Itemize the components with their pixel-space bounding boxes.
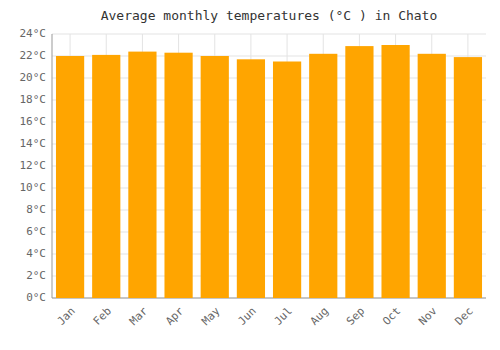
chart-container: 0°C 2°C 4°C 6°C 8°C 10°C 12°C 14°C 16°C 18°C 20°C 2… [0, 0, 500, 350]
bar [164, 53, 192, 298]
y-grid-line [52, 34, 486, 35]
bar [56, 56, 84, 298]
x-tick-label: Dec [452, 305, 475, 328]
bar [345, 46, 373, 298]
x-tick-label: Jun [235, 305, 258, 328]
y-tick-label: 12°C [20, 159, 47, 172]
y-tick-label: 6°C [26, 225, 46, 238]
y-tick-label: 16°C [20, 115, 47, 128]
bar [201, 56, 229, 298]
bar [273, 62, 301, 299]
y-tick-label: 22°C [20, 49, 47, 62]
bars [56, 45, 482, 298]
x-tick-label: Feb [91, 305, 114, 328]
bar [128, 52, 156, 298]
x-tick-label: Nov [416, 304, 440, 328]
y-tick-label: 8°C [26, 203, 46, 216]
y-axis-line [52, 34, 53, 298]
y-tick-label: 4°C [26, 247, 46, 260]
x-tick-label: Sep [344, 305, 367, 328]
y-tick-label: 2°C [26, 269, 46, 282]
x-tick-label: Oct [380, 305, 403, 328]
grid [52, 34, 486, 298]
x-tick-label: Aug [308, 305, 331, 328]
y-tick-label: 10°C [20, 181, 47, 194]
axes: 0°C 2°C 4°C 6°C 8°C 10°C 12°C 14°C 16°C 18°C 20°C 2… [20, 27, 487, 328]
bar [309, 54, 337, 298]
bar [381, 45, 409, 298]
bar [454, 57, 482, 298]
y-tick-label: 14°C [20, 137, 47, 150]
bar [418, 54, 446, 298]
bar [237, 59, 265, 298]
y-tick-label: 18°C [20, 93, 47, 106]
bar [92, 55, 120, 298]
y-tick-label: 24°C [20, 27, 47, 40]
chart-title: Average monthly temperatures (°C ) in Ch… [101, 8, 438, 23]
x-tick-label: Jan [55, 305, 78, 328]
chart-svg: 0°C 2°C 4°C 6°C 8°C 10°C 12°C 14°C 16°C 18°C 20°C 2… [0, 0, 500, 350]
y-tick-label: 20°C [20, 71, 47, 84]
x-tick-label: Mar [127, 304, 151, 328]
x-tick-label: Apr [163, 304, 187, 328]
x-tick-label: Jul [272, 305, 295, 328]
y-tick-label: 0°C [26, 291, 46, 304]
x-tick-label: May [199, 304, 223, 328]
